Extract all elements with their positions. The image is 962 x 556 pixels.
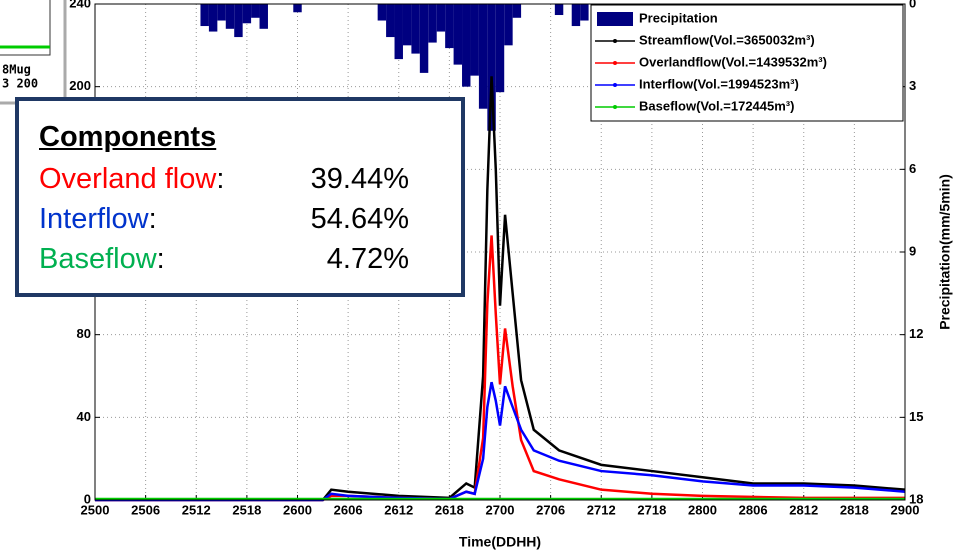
x-tick-label: 2512 [182,502,211,517]
x-tick-label: 2612 [384,502,413,517]
precipitation-bar [386,4,395,38]
x-tick-label: 2818 [840,502,869,517]
precipitation-bar [200,4,209,27]
y2-tick-label: 12 [909,326,923,341]
precipitation-bar [234,4,243,38]
legend-marker [613,83,617,87]
x-tick-label: 2518 [232,502,261,517]
precipitation-bar [436,4,446,32]
precipitation-bar [402,4,412,46]
x-tick-label: 2500 [81,502,110,517]
y2-tick-label: 15 [909,409,923,424]
components-title: Components [39,121,217,153]
precipitation-bar [487,4,496,131]
precipitation-bar [453,4,463,65]
y2-axis-label: Precipitation(mm/5min) [937,174,953,330]
component-separator: : [148,203,157,235]
component-value: 4.72% [326,243,409,275]
precipitation-bar [411,4,420,54]
precipitation-bar [554,4,564,16]
x-tick-label: 2900 [891,502,920,517]
y2-tick-label: 3 [909,78,916,93]
precipitation-bar [208,4,218,32]
component-row: Baseflow: 4.72% [39,243,409,276]
y-tick-label: 40 [77,409,91,424]
x-tick-label: 2806 [739,502,768,517]
y2-tick-label: 9 [909,243,916,258]
precipitation-bar [377,4,387,21]
legend-label: Interflow(Vol.=1994523m³) [639,76,799,91]
precipitation-bar [512,4,522,18]
component-label: Interflow [39,203,149,235]
legend-label: Overlandflow(Vol.=1439532m³) [639,54,827,69]
precipitation-bar [478,4,488,109]
precipitation-bar [293,4,302,13]
x-tick-label: 2618 [435,502,464,517]
y-tick-label: 80 [77,326,91,341]
precipitation-bar [428,4,437,43]
legend-label: Baseflow(Vol.=172445m³) [639,98,794,113]
legend-marker [613,105,617,109]
precipitation-bar [580,4,589,21]
component-value: 39.44% [310,163,409,195]
component-separator: : [156,243,165,275]
component-separator: : [216,163,225,195]
component-row: Overland flow: 39.44% [39,163,409,196]
precipitation-bar [217,4,226,21]
precipitation-bar [242,4,252,24]
precipitation-bar [225,4,235,29]
x-axis-label: Time(DDHH) [459,534,541,550]
x-tick-label: 2800 [688,502,717,517]
legend: Precipitation Streamflow(Vol.=3650032m³) O… [590,4,904,122]
precipitation-bar [504,4,513,46]
inset-thumbnail: 8Mug 3 200 [0,0,67,105]
inset-text: 3 200 [2,77,38,91]
precipitation-bar [394,4,403,60]
precipitation-bar [495,4,505,93]
component-value: 54.64% [310,203,409,235]
legend-marker [613,39,617,43]
precipitation-bar [470,4,479,76]
component-label: Baseflow [39,243,157,275]
precipitation-bar [419,4,429,73]
x-tick-label: 2506 [131,502,160,517]
y2-tick-label: 0 [909,0,916,10]
legend-label: Precipitation [639,10,718,25]
series-line [95,76,906,502]
y2-tick-label: 6 [909,161,916,176]
x-tick-label: 2606 [334,502,363,517]
precipitation-bar [462,4,471,87]
inset-text: 8Mug [2,63,31,77]
components-box: Components Overland flow: 39.44% Interflow… [15,97,465,297]
x-tick-label: 2600 [283,502,312,517]
x-tick-label: 2812 [789,502,818,517]
y2-tick-label: 18 [909,491,923,506]
precipitation-bar [445,4,454,49]
x-tick-label: 2700 [486,502,515,517]
legend-box [590,4,904,122]
x-tick-label: 2718 [637,502,666,517]
x-tick-label: 2712 [587,502,616,517]
component-label: Overland flow [39,163,217,195]
inset-plot [0,0,51,56]
component-row: Interflow: 54.64% [39,203,409,236]
precipitation-bar [259,4,268,29]
precipitation-bar [251,4,260,18]
y-tick-label: 200 [69,78,91,93]
precipitation-bar [571,4,581,27]
y-tick-label: 0 [84,491,91,506]
legend-marker [613,61,617,65]
x-tick-label: 2706 [536,502,565,517]
y-tick-label: 240 [69,0,91,10]
legend-label: Streamflow(Vol.=3650032m³) [639,32,815,47]
legend-swatch [597,12,633,26]
